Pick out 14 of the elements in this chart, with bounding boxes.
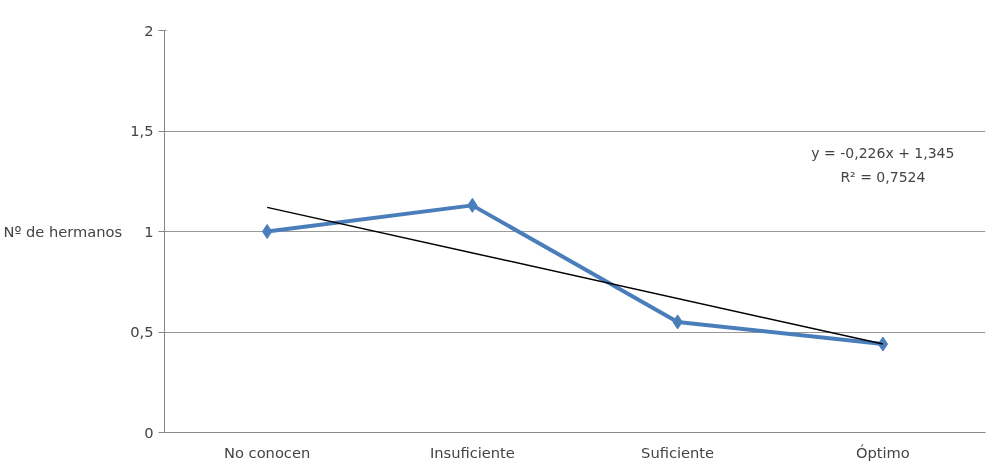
y-axis-title: Nº de hermanos	[3, 223, 123, 240]
x-tick-label: Suficiente	[641, 443, 715, 461]
annotation: y = -0,226x + 1,345	[811, 145, 955, 162]
x-tick-label: No conocen	[224, 443, 311, 461]
y-tick-label: 2	[144, 21, 154, 39]
y-tick-label: 1	[144, 222, 154, 240]
point	[261, 224, 273, 239]
x-tick-label: Insuficiente	[429, 443, 515, 461]
annotation: R² = 0,7524	[840, 169, 926, 186]
point	[877, 336, 889, 352]
y-tick-label: 0,5	[130, 323, 154, 340]
x-tick-label: Óptimo	[855, 443, 910, 461]
y-tick-label: 1,5	[130, 122, 154, 139]
y-tick-label: 0	[144, 423, 154, 441]
